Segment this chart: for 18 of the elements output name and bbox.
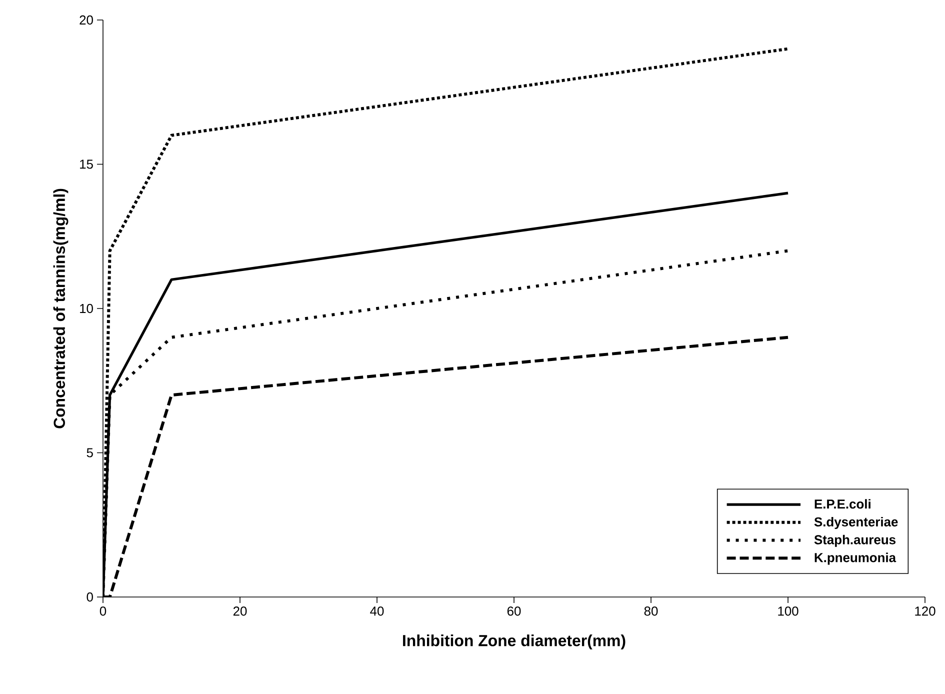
y-axis-title: Concentrated of tannins(mg/ml) bbox=[53, 188, 68, 428]
x-tick-label: 0 bbox=[100, 606, 106, 616]
x-tick-label: 100 bbox=[778, 606, 798, 616]
x-tick-label: 80 bbox=[644, 606, 658, 616]
x-tick-label: 120 bbox=[915, 606, 936, 616]
y-tick-label: 5 bbox=[86, 448, 93, 458]
x-tick-label: 40 bbox=[370, 606, 384, 616]
text: Staph.aureus bbox=[814, 534, 896, 547]
x-axis-title: Inhibition Zone diameter(mm) bbox=[403, 634, 626, 650]
text: S.dysenteriae bbox=[814, 516, 898, 530]
y-tick-label: 15 bbox=[80, 160, 93, 169]
text: K.pneumonia bbox=[814, 552, 896, 565]
x-tick-label: 60 bbox=[507, 606, 521, 616]
y-tick-label: 0 bbox=[86, 592, 93, 602]
text: E.P.E.coli bbox=[814, 499, 870, 509]
y-tick-label: 10 bbox=[80, 304, 93, 314]
x-tick-label: 20 bbox=[233, 606, 247, 616]
y-tick-label: 20 bbox=[80, 15, 93, 25]
